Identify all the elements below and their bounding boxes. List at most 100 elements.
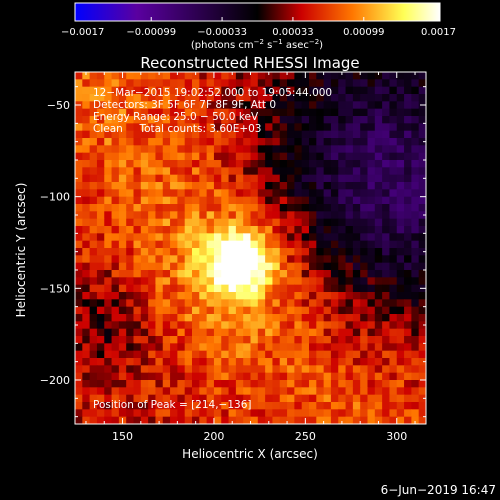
heatmap-cell: [192, 262, 200, 271]
heatmap-cell: [184, 292, 193, 300]
heatmap-cell: [287, 211, 295, 220]
heatmap-cell: [104, 270, 113, 278]
heatmap-cell: [140, 145, 149, 154]
heatmap-cell: [301, 167, 310, 176]
heatmap-cell: [104, 409, 113, 418]
heatmap-cell: [206, 321, 215, 330]
heatmap-cell: [235, 350, 244, 359]
heatmap-cell: [338, 167, 347, 176]
heatmap-cell: [396, 189, 405, 198]
heatmap-cell: [396, 160, 405, 168]
heatmap-cell: [133, 72, 142, 80]
heatmap-cell: [250, 152, 259, 161]
heatmap-cell: [170, 262, 178, 271]
heatmap-cell: [162, 86, 171, 95]
heatmap-cell: [316, 365, 325, 374]
heatmap-cell: [221, 343, 230, 352]
heatmap-cell: [221, 402, 230, 410]
heatmap-cell: [272, 336, 281, 344]
heatmap-cell: [411, 182, 420, 190]
heatmap-cell: [418, 204, 426, 212]
heatmap-cell: [148, 270, 157, 278]
heatmap-cell: [148, 182, 157, 190]
heatmap-cell: [75, 402, 83, 410]
heatmap-cell: [309, 365, 317, 374]
heatmap-cell: [228, 130, 237, 139]
heatmap-cell: [235, 292, 244, 300]
heatmap-cell: [374, 314, 383, 322]
heatmap-cell: [294, 123, 303, 132]
heatmap-cell: [257, 248, 266, 256]
heatmap-cell: [243, 182, 252, 190]
heatmap-cell: [411, 365, 420, 374]
heatmap-cell: [345, 116, 354, 124]
heatmap-cell: [330, 402, 339, 410]
heatmap-cell: [104, 130, 113, 139]
heatmap-cell: [345, 343, 354, 352]
heatmap-cell: [184, 174, 193, 183]
heatmap-cell: [221, 416, 230, 424]
heatmap-cell: [126, 402, 135, 410]
heatmap-cell: [360, 94, 369, 102]
heatmap-cell: [140, 79, 149, 88]
heatmap-cell: [148, 233, 157, 242]
heatmap-cell: [367, 72, 376, 80]
heatmap-cell: [206, 394, 215, 403]
heatmap-cell: [418, 72, 426, 80]
heatmap-cell: [345, 108, 354, 117]
heatmap-cell: [323, 321, 332, 330]
heatmap-cell: [155, 123, 164, 132]
heatmap-cell: [309, 409, 317, 418]
heatmap-cell: [396, 233, 405, 242]
heatmap-cell: [338, 116, 347, 124]
heatmap-cell: [104, 248, 113, 256]
heatmap-cell: [279, 255, 288, 264]
heatmap-cell: [75, 299, 83, 308]
heatmap-cell: [126, 270, 135, 278]
heatmap-cell: [111, 116, 120, 124]
heatmap-cell: [345, 306, 354, 315]
heatmap-cell: [162, 255, 171, 264]
heatmap-cell: [126, 248, 135, 256]
heatmap-cell: [272, 226, 281, 234]
heatmap-cell: [265, 86, 274, 95]
heatmap-cell: [257, 160, 266, 168]
heatmap-cell: [309, 86, 317, 95]
heatmap-cell: [389, 138, 398, 146]
heatmap-cell: [404, 233, 412, 242]
heatmap-cell: [184, 226, 193, 234]
heatmap-cell: [235, 182, 244, 190]
heatmap-cell: [272, 350, 281, 359]
heatmap-cell: [360, 204, 369, 212]
heatmap-cell: [411, 196, 420, 205]
heatmap-cell: [96, 255, 105, 264]
heatmap-cell: [389, 284, 398, 293]
heatmap-cell: [279, 394, 288, 403]
heatmap-cell: [330, 343, 339, 352]
heatmap-cell: [111, 270, 120, 278]
heatmap-cell: [316, 314, 325, 322]
heatmap-cell: [104, 262, 113, 271]
heatmap-cell: [352, 72, 361, 80]
heatmap-cell: [75, 108, 83, 117]
heatmap-cell: [126, 299, 135, 308]
heatmap-cell: [411, 328, 420, 337]
heatmap-cell: [228, 145, 237, 154]
heatmap-cell: [257, 138, 266, 146]
heatmap-cell: [148, 108, 157, 117]
heatmap-cell: [82, 321, 91, 330]
heatmap-cell: [309, 270, 317, 278]
heatmap-cell: [309, 299, 317, 308]
heatmap-cell: [177, 358, 186, 366]
heatmap-cell: [360, 86, 369, 95]
heatmap-cell: [309, 226, 317, 234]
heatmap-cell: [162, 314, 171, 322]
heatmap-cell: [265, 255, 274, 264]
heatmap-cell: [235, 145, 244, 154]
heatmap-cell: [389, 365, 398, 374]
heatmap-cell: [206, 182, 215, 190]
heatmap-cell: [338, 343, 347, 352]
heatmap-cell: [382, 240, 391, 249]
heatmap-cell: [155, 160, 164, 168]
heatmap-cell: [301, 299, 310, 308]
